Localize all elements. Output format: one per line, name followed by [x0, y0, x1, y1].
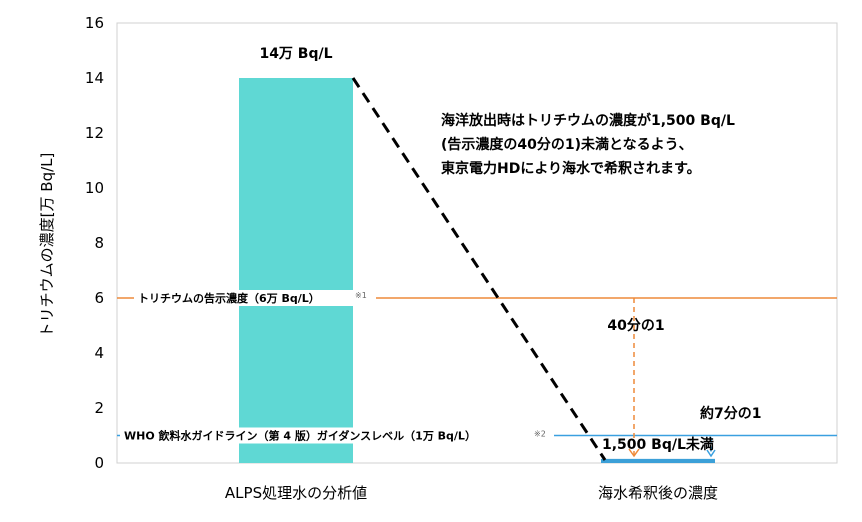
reference-note-1: ※1: [355, 291, 367, 300]
bar-alps-treated-water: [239, 78, 353, 463]
dilution-note-line-1: 海洋放出時はトリチウムの濃度が1,500 Bq/L: [441, 112, 735, 129]
data-label-alps: 14万 Bq/L: [259, 46, 332, 62]
plot-area: [116, 22, 838, 464]
reference-note-2: ※2: [534, 430, 546, 439]
y-tick-label: 4: [94, 344, 104, 362]
dilution-dashed-line: [351, 77, 607, 461]
dilution-note-line-2: (告示濃度の40分の1)未満となるよう、: [441, 136, 693, 153]
ratio-arrowhead-notice: [628, 448, 640, 458]
y-tick-label: 2: [94, 399, 104, 417]
reference-label-background: [120, 427, 554, 444]
y-tick-label: 16: [85, 14, 104, 32]
y-axis-ticks: 0 2 4 6 8 10 12 14 16: [85, 14, 104, 472]
y-tick-label: 8: [94, 234, 104, 252]
data-label-diluted: 1,500 Bq/L未満: [602, 436, 714, 453]
ratio-arrowhead-who: [706, 449, 716, 458]
bar-after-seawater-dilution: [601, 458, 715, 463]
y-tick-label: 14: [85, 69, 104, 87]
category-label-alps: ALPS処理水の分析値: [225, 484, 367, 502]
y-axis-label: トリチウムの濃度[万 Bq/L]: [38, 153, 56, 338]
ratio-label-who: 約7分の1: [700, 405, 761, 422]
dilution-note-line-3: 東京電力HDにより海水で希釈されます。: [441, 160, 701, 177]
reference-label-notice-concentration: トリチウムの告示濃度（6万 Bq/L）: [138, 291, 320, 305]
reference-label-background: [134, 290, 376, 306]
y-tick-label: 0: [94, 454, 104, 472]
ratio-label-notice: 40分の1: [607, 318, 664, 334]
y-tick-label: 10: [85, 179, 104, 197]
y-tick-label: 6: [94, 289, 104, 307]
y-tick-label: 12: [85, 124, 104, 142]
category-label-diluted: 海水希釈後の濃度: [598, 484, 718, 502]
reference-label-who-guideline: WHO 飲料水ガイドライン（第 4 版）ガイダンスレベル（1万 Bq/L）: [124, 429, 476, 443]
